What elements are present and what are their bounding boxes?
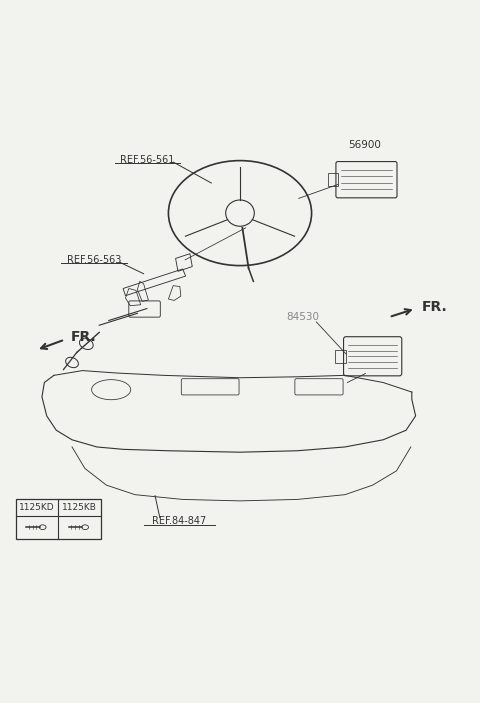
Bar (16, 499, 101, 538)
Bar (336, 349, 346, 363)
Bar (328, 174, 338, 186)
Text: 84530: 84530 (287, 312, 320, 322)
Text: FR.: FR. (71, 330, 96, 344)
Text: REF.56-561: REF.56-561 (120, 155, 174, 165)
Text: REF.56-563: REF.56-563 (67, 255, 121, 265)
Text: 1125KD: 1125KD (19, 503, 55, 512)
Text: FR.: FR. (421, 299, 447, 314)
Text: 56900: 56900 (348, 141, 382, 150)
Text: 1125KB: 1125KB (62, 503, 97, 512)
Text: REF.84-847: REF.84-847 (152, 517, 206, 527)
